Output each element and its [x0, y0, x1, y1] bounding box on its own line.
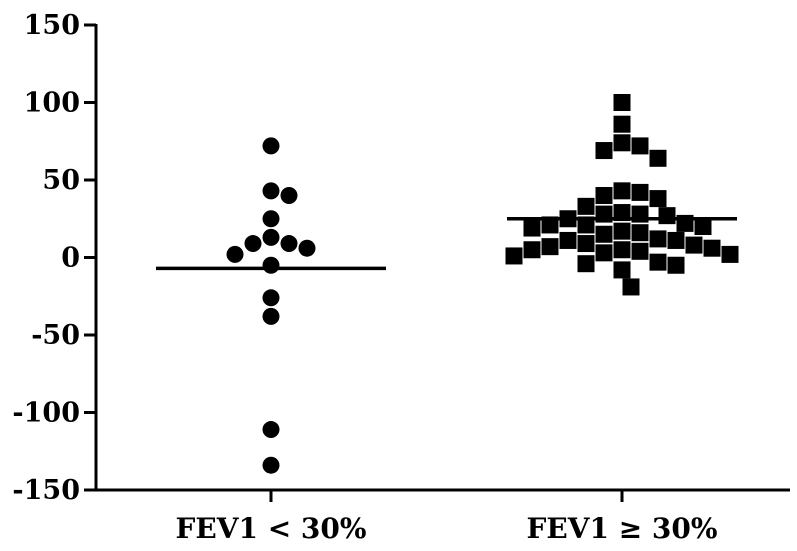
data-point-square	[667, 231, 685, 249]
y-tick-label: -100	[12, 398, 80, 429]
data-point-circle	[262, 182, 280, 200]
data-point-square	[649, 253, 667, 271]
y-tick-label: 150	[24, 10, 80, 41]
data-point-square	[595, 142, 613, 160]
data-point-square	[694, 218, 712, 235]
data-point-square	[613, 204, 631, 222]
data-point-square	[559, 231, 577, 249]
median-lines	[156, 217, 737, 271]
x-category-label: FEV1 ≥ 30%	[527, 512, 718, 545]
data-point-square	[631, 137, 649, 155]
data-point-square	[631, 183, 649, 201]
data-point-square	[613, 241, 631, 259]
data-point-square	[667, 256, 685, 274]
x-axis: FEV1 < 30% FEV1 ≥ 30%	[96, 488, 790, 545]
y-axis: 150 100 50 0 -50 -100 -150	[12, 10, 98, 506]
x-category-label: FEV1 < 30%	[176, 512, 367, 545]
data-point-circle	[280, 235, 298, 253]
data-point-square	[505, 247, 523, 265]
data-point-square	[631, 224, 649, 242]
data-point-square	[577, 235, 595, 253]
y-tick-label: 100	[24, 88, 80, 119]
data-point-circle	[280, 187, 298, 204]
data-point-square	[649, 230, 667, 248]
data-point-square	[595, 187, 613, 204]
data-point-circle	[262, 421, 280, 439]
data-point-square	[577, 197, 595, 215]
data-point-circle	[244, 235, 262, 253]
data-point-square	[577, 216, 595, 234]
data-point-square	[541, 216, 559, 234]
data-point-square	[595, 244, 613, 262]
data-point-square	[613, 134, 631, 152]
data-point-square	[631, 242, 649, 260]
data-point-circle	[262, 307, 280, 325]
data-point-square	[613, 94, 631, 111]
data-point-square	[613, 261, 631, 279]
data-point-square	[685, 236, 703, 254]
data-point-square	[721, 245, 739, 263]
data-points	[226, 94, 739, 474]
data-point-square	[613, 182, 631, 200]
data-point-circle	[262, 210, 280, 228]
data-point-square	[649, 149, 667, 167]
data-point-square	[622, 278, 640, 296]
y-tick-label: -50	[31, 320, 80, 351]
y-tick-label: -150	[12, 475, 80, 506]
data-point-square	[523, 219, 541, 237]
data-point-square	[703, 239, 721, 257]
data-point-square	[658, 207, 676, 225]
data-point-square	[613, 115, 631, 133]
data-point-square	[541, 238, 559, 256]
data-point-circle	[226, 245, 244, 263]
data-point-square	[613, 222, 631, 240]
data-point-circle	[262, 289, 280, 307]
data-point-circle	[298, 239, 316, 257]
data-point-circle	[262, 256, 280, 274]
data-point-square	[649, 190, 667, 208]
data-point-circle	[262, 137, 280, 155]
y-tick-label: 0	[61, 243, 80, 274]
y-tick-label: 50	[42, 165, 80, 196]
data-point-square	[595, 225, 613, 243]
data-point-circle	[262, 456, 280, 474]
data-point-circle	[262, 228, 280, 246]
data-point-square	[577, 255, 595, 273]
data-point-square	[523, 241, 541, 259]
